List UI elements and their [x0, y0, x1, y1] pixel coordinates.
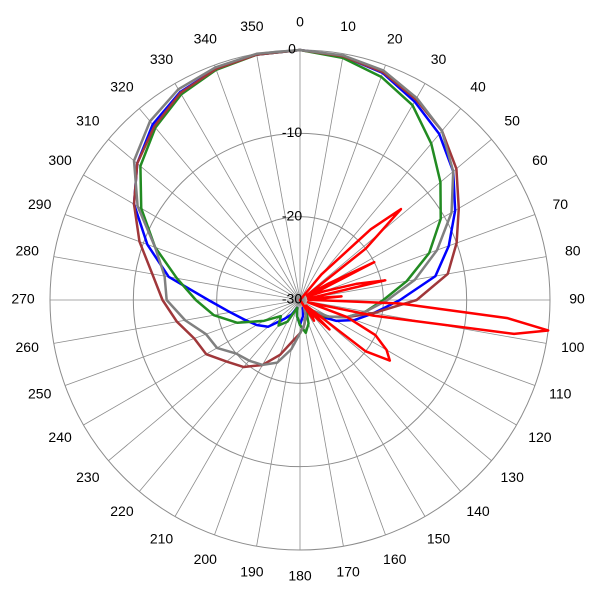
- angle-label: 70: [553, 196, 569, 212]
- angle-label: 0: [296, 14, 304, 30]
- spoke: [83, 174, 301, 301]
- angle-label: 190: [240, 563, 264, 579]
- angle-label: 50: [504, 113, 520, 129]
- spoke: [64, 214, 301, 301]
- angle-label: 100: [561, 339, 585, 355]
- spoke: [174, 299, 301, 517]
- angle-label: 200: [194, 551, 218, 567]
- spoke: [299, 53, 344, 301]
- series-line: [298, 207, 550, 362]
- angle-label: 340: [194, 30, 218, 46]
- spoke: [256, 53, 301, 301]
- angle-label: 240: [48, 429, 72, 445]
- spoke: [64, 299, 301, 386]
- spoke: [299, 214, 536, 301]
- radial-label: -10: [282, 124, 302, 140]
- spoke: [299, 299, 386, 536]
- series-line: [132, 48, 455, 367]
- angle-label: 110: [549, 385, 572, 401]
- spoke: [138, 299, 301, 492]
- spoke: [299, 299, 462, 492]
- spoke: [299, 256, 547, 301]
- label-group: 0 10 20 30 40 50 60 70 80 90 100 110 120 130 140 150 160…: [11, 14, 585, 584]
- angle-label: 230: [76, 469, 100, 485]
- angle-label: 170: [336, 563, 360, 579]
- angle-label: 270: [11, 291, 35, 307]
- angle-label: 60: [532, 152, 548, 168]
- angle-label: 330: [150, 51, 174, 67]
- spoke: [299, 299, 426, 517]
- angle-label: 280: [16, 243, 40, 259]
- angle-label: 300: [48, 152, 72, 168]
- ring: [132, 132, 468, 468]
- angle-label: 120: [528, 429, 552, 445]
- angle-label: 160: [383, 551, 407, 567]
- angle-label: 40: [470, 79, 486, 95]
- radial-label: -20: [282, 207, 302, 223]
- spoke: [214, 299, 301, 536]
- angle-label: 290: [28, 196, 52, 212]
- angle-label: 250: [28, 385, 52, 401]
- radial-label: -30: [282, 291, 302, 307]
- radial-label: 0: [288, 41, 296, 57]
- angle-label: 310: [76, 113, 100, 129]
- spoke: [174, 83, 301, 301]
- angle-label: 320: [110, 79, 134, 95]
- angle-label: 90: [569, 291, 585, 307]
- angle-label: 350: [240, 18, 264, 34]
- angle-label: 130: [501, 469, 525, 485]
- angle-label: 80: [565, 243, 581, 259]
- series-group: [132, 48, 550, 369]
- spoke: [214, 64, 301, 301]
- angle-label: 20: [387, 30, 403, 46]
- angle-label: 260: [16, 339, 40, 355]
- spoke: [299, 299, 344, 547]
- spoke: [138, 108, 301, 301]
- spoke: [299, 64, 386, 301]
- angle-label: 140: [466, 503, 490, 519]
- angle-label: 30: [431, 51, 447, 67]
- spoke: [299, 138, 492, 301]
- angle-label: 150: [427, 531, 451, 547]
- angle-label: 220: [110, 503, 134, 519]
- spoke: [299, 83, 426, 301]
- angle-label: 180: [288, 568, 312, 584]
- series-line: [139, 48, 442, 335]
- angle-label: 10: [340, 18, 356, 34]
- angle-label: 210: [150, 531, 174, 547]
